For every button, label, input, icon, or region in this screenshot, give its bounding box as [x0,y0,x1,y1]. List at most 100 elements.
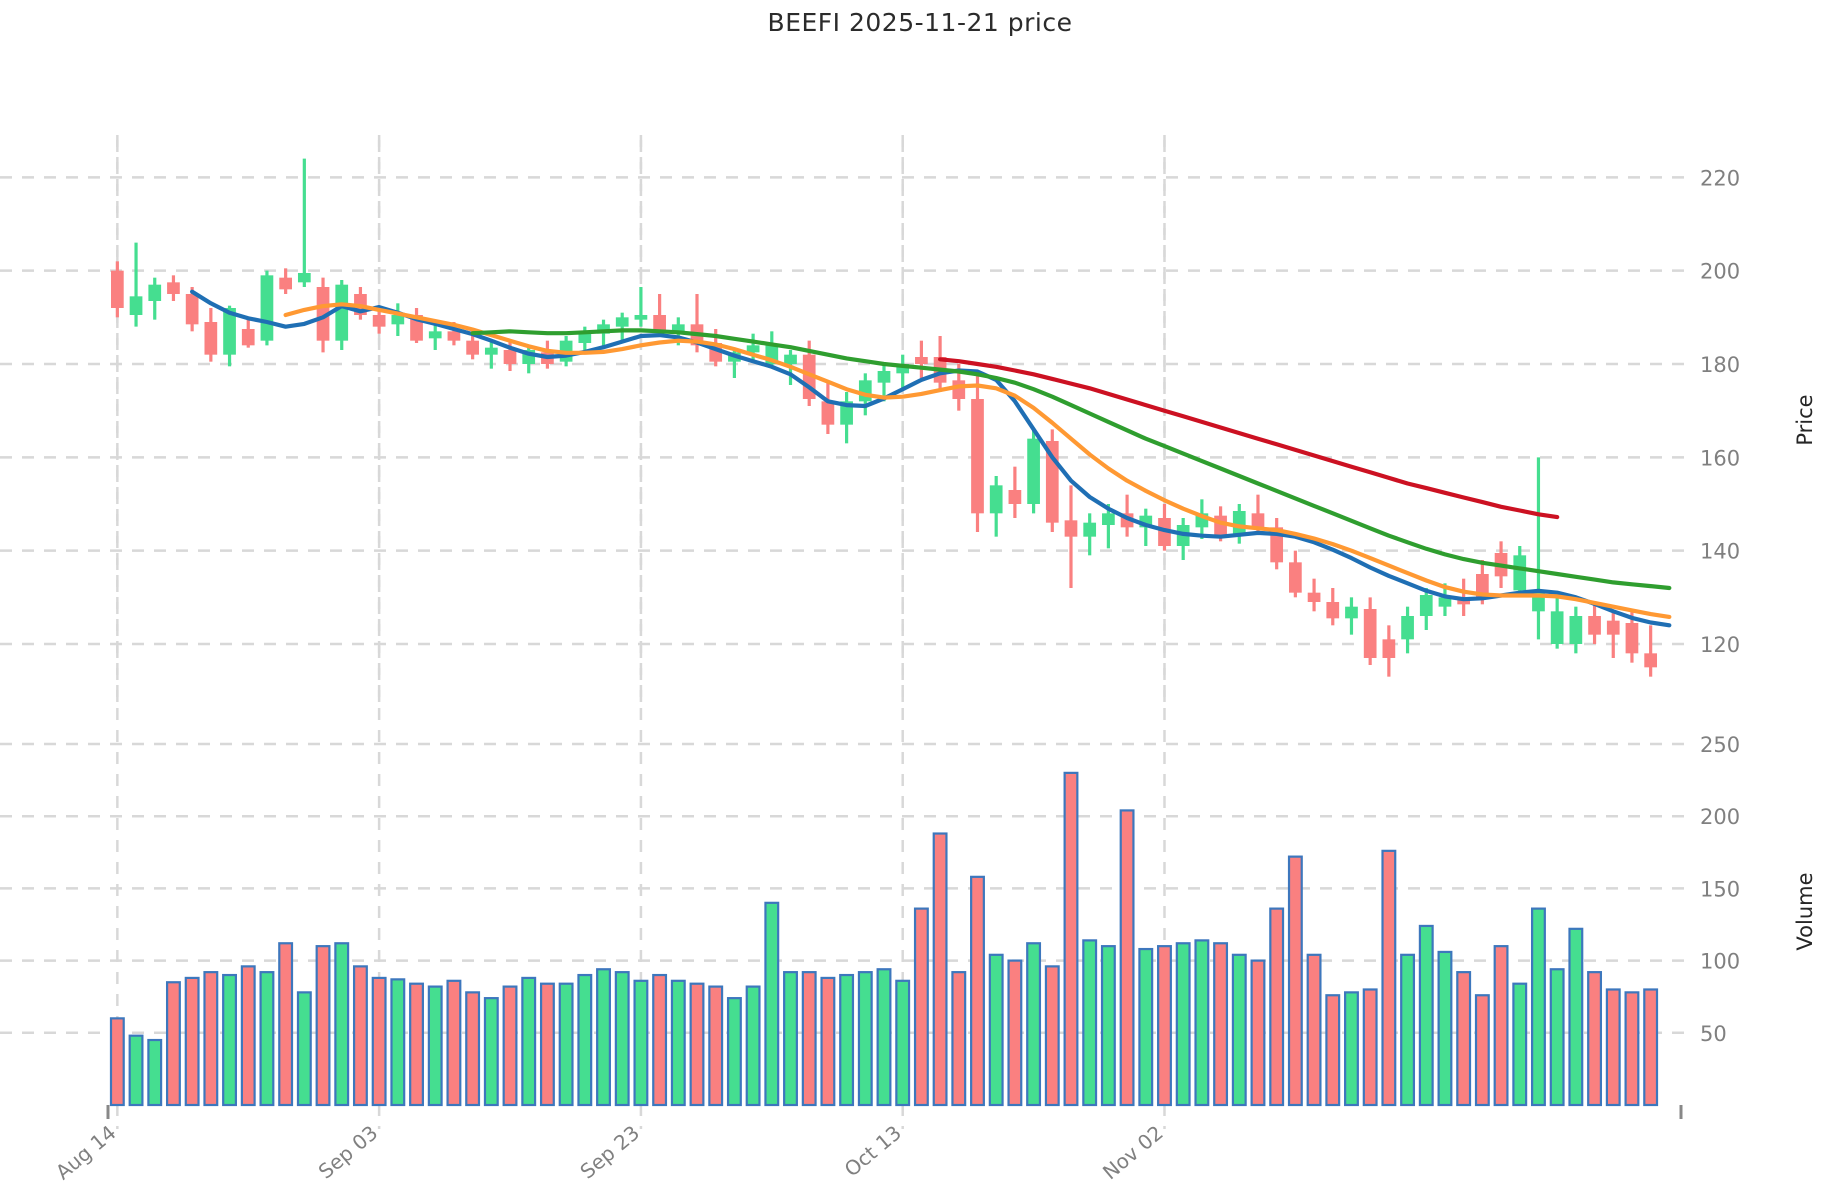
volume-bar [652,973,668,1107]
volume-bar [184,976,200,1107]
candle-body [578,331,592,343]
volume-bar [764,901,780,1107]
volume-bar [502,985,518,1107]
volume-bar [315,945,331,1107]
axis-ticks [106,1105,1683,1119]
volume-bar [296,991,312,1107]
volume-bar [1119,809,1135,1107]
candle-body [335,284,349,341]
candle-body [167,282,180,294]
candle-body [185,294,199,325]
volume-bar [1605,988,1621,1107]
volume-bar [801,971,817,1107]
volume-axis-title: Volume [1793,872,1817,950]
volume-bar [1306,953,1322,1107]
ma-line [470,328,1672,591]
volume-bar [1400,953,1416,1107]
volume-bar [839,973,855,1107]
candle-body [1326,602,1340,619]
candle-body [1363,609,1377,658]
volume-bar [1269,907,1285,1107]
volume-bar [1100,945,1116,1107]
volume-bar [1287,855,1303,1107]
volume-bar [1175,942,1191,1107]
volume-bar [371,976,387,1107]
candle-body [1139,515,1153,528]
candle-body [1401,616,1414,640]
volume-bar [614,971,630,1107]
volume-bar [1325,994,1341,1107]
volume-bar [708,985,724,1107]
volume-bar [1512,982,1528,1107]
volume-bar [1643,988,1659,1107]
x-tick-label: Sep 23 [575,1120,644,1183]
volume-series [109,771,1659,1107]
volume-bar [726,997,742,1107]
volume-tick-label: 50 [1700,1022,1727,1046]
candle-body [110,270,124,308]
candle-body [1008,490,1022,504]
candle-body [952,380,966,399]
volume-bar [334,942,350,1107]
volume-bar [1344,991,1359,1107]
candle-body [1476,574,1489,598]
volume-bar [783,971,798,1107]
x-tick-label: Aug 14 [51,1120,121,1184]
candle-body [896,364,910,374]
candle-body [260,275,274,341]
volume-bar [1063,771,1079,1107]
volume-bar [1082,939,1098,1107]
candle-body [784,354,797,364]
candle-body [447,331,461,341]
volume-bar [446,979,462,1107]
price-tick-label: 140 [1700,540,1740,564]
volume-bar [352,965,368,1107]
candle-body [129,296,143,315]
candle-body [1606,620,1620,635]
candle-body [1232,511,1246,535]
volume-bar [1587,971,1603,1107]
candle-body [1569,616,1583,644]
volume-bar [1418,924,1434,1107]
candle-body [597,324,610,334]
volume-bar [988,953,1004,1107]
candle-body [1251,513,1265,528]
candle-body [297,273,311,283]
moving-average-lines [190,289,1672,628]
candle-body [1382,639,1396,658]
price-tick-label: 160 [1700,446,1740,470]
candle-body [653,315,666,332]
volume-bar [1138,947,1154,1107]
candle-body [148,284,162,301]
candle-body [1214,515,1227,537]
volume-bar [128,1034,144,1107]
page-title: BEEFI 2025-11-21 price [767,8,1073,37]
volume-bar [427,985,443,1107]
volume-bar [558,982,574,1107]
volume-bar [1381,849,1397,1107]
volume-tick-label: 100 [1700,950,1740,974]
candle-body [634,315,648,320]
volume-bar [1213,942,1229,1107]
volume-tick-label: 250 [1700,733,1740,757]
price-tick-label: 120 [1700,633,1740,657]
volume-bar [1026,942,1042,1107]
candle-body [1438,597,1452,607]
volume-bar [951,971,967,1107]
x-axis-labels: Aug 14 Sep 03 Sep 23 Oct 13 Nov 02 [51,1120,1168,1184]
volume-bar [147,1038,163,1107]
candle-body [1550,611,1564,644]
volume-bar [913,907,929,1107]
price-axis-title: Price [1793,394,1817,445]
candle-body [1644,653,1658,668]
axis-labels: 220 200 180 160 140 120 250 200 150 100 50 Price Vol… [1700,166,1817,1045]
candle-body [1027,438,1040,504]
candle-body [971,399,984,514]
volume-bar [820,976,836,1107]
candle-body [858,380,872,402]
volume-bar [689,982,705,1107]
ma-line [938,357,1560,520]
candle-body [204,322,218,355]
